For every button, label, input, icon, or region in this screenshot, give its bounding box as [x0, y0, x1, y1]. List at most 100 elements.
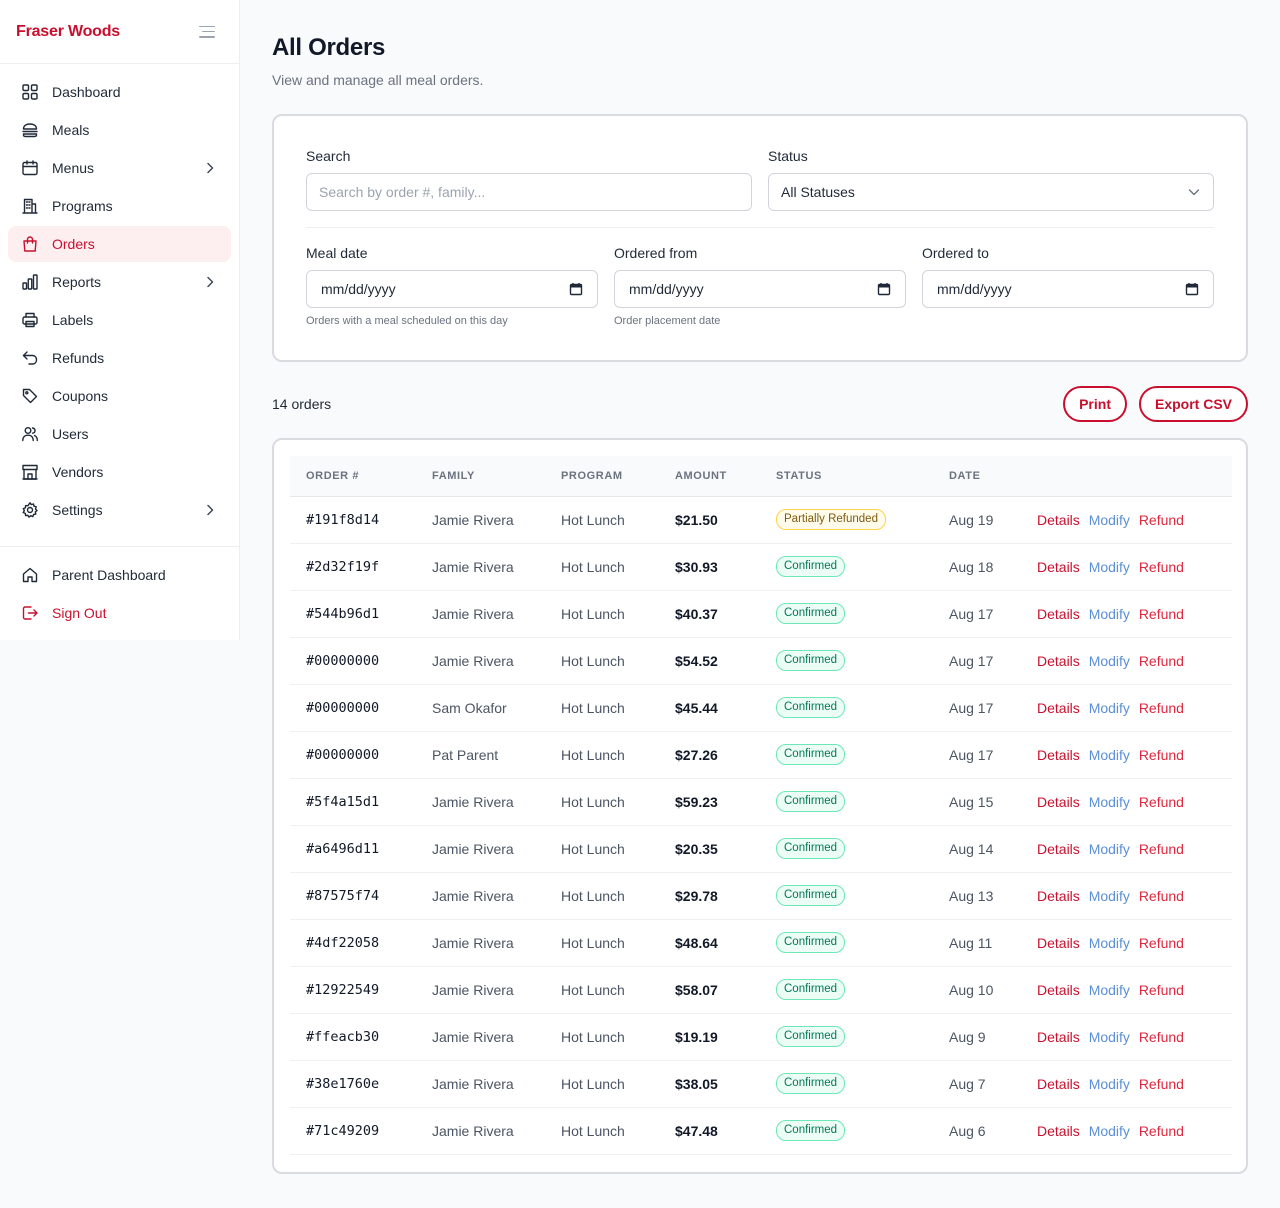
sidebar-item-reports[interactable]: Reports: [8, 264, 231, 300]
sidebar-item-programs[interactable]: Programs: [8, 188, 231, 224]
calendar-picker-icon[interactable]: [569, 282, 583, 296]
sidebar-secondary-nav: Parent Dashboard Sign Out: [0, 555, 239, 635]
status-select[interactable]: All Statuses: [768, 173, 1214, 211]
meal-date-label: Meal date: [306, 245, 368, 261]
details-link[interactable]: Details: [1037, 981, 1080, 998]
export-csv-button[interactable]: Export CSV: [1138, 386, 1248, 422]
modify-link[interactable]: Modify: [1088, 746, 1130, 763]
ordered-from-input[interactable]: mm/dd/yyyy: [614, 270, 906, 308]
amount-cell: $29.78: [675, 887, 718, 904]
details-link[interactable]: Details: [1037, 605, 1080, 622]
sidebar-item-parent-dashboard[interactable]: Parent Dashboard: [8, 557, 231, 593]
modify-link[interactable]: Modify: [1088, 605, 1130, 622]
table-row: #71c49209 Jamie Rivera Hot Lunch $47.48 …: [290, 1107, 1232, 1154]
refund-link[interactable]: Refund: [1138, 840, 1184, 857]
modify-link[interactable]: Modify: [1088, 1075, 1130, 1092]
refund-link[interactable]: Refund: [1138, 699, 1184, 716]
modify-link[interactable]: Modify: [1088, 981, 1130, 998]
refund-link[interactable]: Refund: [1138, 746, 1184, 763]
menu-toggle-icon[interactable]: [199, 25, 215, 38]
print-button[interactable]: Print: [1063, 386, 1127, 422]
table-row: #00000000 Pat Parent Hot Lunch $27.26 Co…: [290, 731, 1232, 778]
date-cell: Aug 19: [949, 511, 994, 528]
details-link[interactable]: Details: [1037, 652, 1080, 669]
program-cell: Hot Lunch: [561, 746, 625, 763]
modify-link[interactable]: Modify: [1088, 934, 1130, 951]
status-badge: Partially Refunded: [776, 509, 886, 530]
sidebar-item-labels[interactable]: Labels: [8, 302, 231, 338]
refund-link[interactable]: Refund: [1138, 652, 1184, 669]
brand-logo[interactable]: Fraser Woods: [16, 22, 120, 40]
details-link[interactable]: Details: [1037, 1122, 1080, 1139]
undo-arrow-icon: [21, 349, 39, 367]
modify-link[interactable]: Modify: [1088, 887, 1130, 904]
sidebar-item-users[interactable]: Users: [8, 416, 231, 452]
details-link[interactable]: Details: [1037, 1075, 1080, 1092]
ordered-to-field: Ordered to mm/dd/yyyy: [922, 245, 1214, 329]
ordered-to-label: Ordered to: [922, 245, 989, 261]
details-link[interactable]: Details: [1037, 840, 1080, 857]
refund-link[interactable]: Refund: [1138, 511, 1184, 528]
modify-link[interactable]: Modify: [1088, 1028, 1130, 1045]
refund-link[interactable]: Refund: [1138, 1122, 1184, 1139]
sidebar-item-dashboard[interactable]: Dashboard: [8, 74, 231, 110]
details-link[interactable]: Details: [1037, 1028, 1080, 1045]
details-link[interactable]: Details: [1037, 887, 1080, 904]
search-input[interactable]: [306, 173, 752, 211]
refund-link[interactable]: Refund: [1138, 934, 1184, 951]
details-link[interactable]: Details: [1037, 746, 1080, 763]
dashboard-grid-icon: [21, 83, 39, 101]
ordered-from-hint: Order placement date: [614, 315, 721, 327]
modify-link[interactable]: Modify: [1088, 511, 1130, 528]
amount-cell: $40.37: [675, 605, 718, 622]
modify-link[interactable]: Modify: [1088, 1122, 1130, 1139]
refund-link[interactable]: Refund: [1138, 558, 1184, 575]
refund-link[interactable]: Refund: [1138, 605, 1184, 622]
modify-link[interactable]: Modify: [1088, 699, 1130, 716]
sidebar-item-orders[interactable]: Orders: [8, 226, 231, 262]
details-link[interactable]: Details: [1037, 699, 1080, 716]
refund-link[interactable]: Refund: [1138, 1075, 1184, 1092]
sidebar-item-label: Programs: [52, 198, 113, 214]
refund-link[interactable]: Refund: [1138, 1028, 1184, 1045]
users-icon: [21, 425, 39, 443]
calendar-picker-icon[interactable]: [877, 282, 891, 296]
modify-link[interactable]: Modify: [1088, 793, 1130, 810]
modify-link[interactable]: Modify: [1088, 840, 1130, 857]
modify-link[interactable]: Modify: [1088, 652, 1130, 669]
details-link[interactable]: Details: [1037, 558, 1080, 575]
search-label: Search: [306, 148, 351, 164]
sidebar-item-settings[interactable]: Settings: [8, 492, 231, 528]
ordered-to-input[interactable]: mm/dd/yyyy: [922, 270, 1214, 308]
sidebar-item-sign-out[interactable]: Sign Out: [8, 595, 231, 631]
modify-link[interactable]: Modify: [1088, 558, 1130, 575]
sidebar-item-refunds[interactable]: Refunds: [8, 340, 231, 376]
status-badge: Confirmed: [776, 697, 846, 718]
details-link[interactable]: Details: [1037, 511, 1080, 528]
program-cell: Hot Lunch: [561, 1028, 625, 1045]
orders-table: Order # Family Program Amount Status Dat…: [290, 456, 1232, 1155]
chevron-right-icon: [203, 503, 217, 517]
status-label: Status: [768, 148, 808, 164]
details-link[interactable]: Details: [1037, 934, 1080, 951]
ordered-from-label: Ordered from: [614, 245, 698, 261]
family-cell: Sam Okafor: [432, 699, 507, 716]
sidebar-item-meals[interactable]: Meals: [8, 112, 231, 148]
sidebar-item-coupons[interactable]: Coupons: [8, 378, 231, 414]
date-cell: Aug 9: [949, 1028, 986, 1045]
status-badge: Confirmed: [776, 744, 846, 765]
search-field: Search: [306, 148, 752, 211]
meal-date-hint: Orders with a meal scheduled on this day: [306, 315, 508, 327]
details-link[interactable]: Details: [1037, 793, 1080, 810]
table-row: #5f4a15d1 Jamie Rivera Hot Lunch $59.23 …: [290, 778, 1232, 825]
sidebar-item-vendors[interactable]: Vendors: [8, 454, 231, 490]
calendar-picker-icon[interactable]: [1185, 282, 1199, 296]
sidebar-item-menus[interactable]: Menus: [8, 150, 231, 186]
order-number: #a6496d11: [306, 841, 380, 857]
refund-link[interactable]: Refund: [1138, 887, 1184, 904]
family-cell: Jamie Rivera: [432, 1075, 514, 1092]
refund-link[interactable]: Refund: [1138, 981, 1184, 998]
filter-card: Search Status All Statuses Meal date mm/…: [272, 114, 1248, 362]
meal-date-input[interactable]: mm/dd/yyyy: [306, 270, 598, 308]
refund-link[interactable]: Refund: [1138, 793, 1184, 810]
